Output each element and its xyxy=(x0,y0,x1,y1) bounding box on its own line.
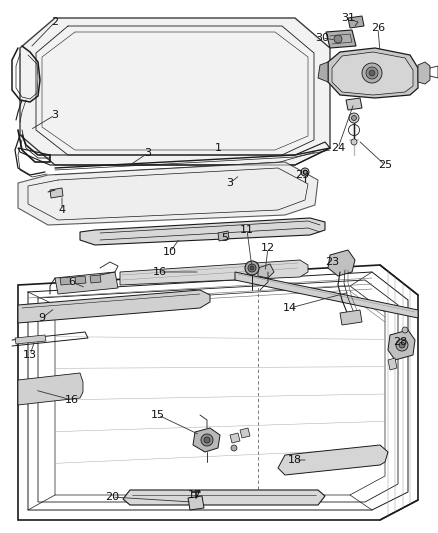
Polygon shape xyxy=(230,433,240,443)
Circle shape xyxy=(248,264,256,272)
Polygon shape xyxy=(193,428,220,452)
Polygon shape xyxy=(388,358,397,370)
Polygon shape xyxy=(278,445,388,475)
Polygon shape xyxy=(120,260,308,285)
Polygon shape xyxy=(75,276,86,284)
Polygon shape xyxy=(346,98,362,110)
Circle shape xyxy=(352,116,357,120)
Polygon shape xyxy=(318,62,328,82)
Circle shape xyxy=(204,437,210,443)
Polygon shape xyxy=(55,272,118,294)
Text: 23: 23 xyxy=(325,257,339,267)
Circle shape xyxy=(366,67,378,79)
Polygon shape xyxy=(18,162,318,225)
Circle shape xyxy=(369,70,375,76)
Text: 9: 9 xyxy=(39,313,46,323)
Text: 26: 26 xyxy=(371,23,385,33)
Text: 14: 14 xyxy=(283,303,297,313)
Text: 20: 20 xyxy=(105,492,119,502)
Polygon shape xyxy=(418,62,430,84)
Text: 15: 15 xyxy=(151,410,165,420)
Polygon shape xyxy=(388,330,415,360)
Text: 4: 4 xyxy=(58,205,66,215)
Text: 11: 11 xyxy=(240,225,254,235)
Text: 16: 16 xyxy=(153,267,167,277)
Text: 30: 30 xyxy=(315,33,329,43)
Text: 6: 6 xyxy=(68,277,75,287)
Polygon shape xyxy=(15,335,46,344)
Text: 16: 16 xyxy=(65,395,79,405)
Circle shape xyxy=(396,339,408,351)
Text: 31: 31 xyxy=(341,13,355,23)
Polygon shape xyxy=(18,373,83,405)
Polygon shape xyxy=(258,264,274,278)
Polygon shape xyxy=(240,428,250,438)
Polygon shape xyxy=(218,231,229,241)
Text: 18: 18 xyxy=(288,455,302,465)
Polygon shape xyxy=(123,490,325,505)
Text: 1: 1 xyxy=(215,143,222,153)
Circle shape xyxy=(303,170,307,174)
Text: 17: 17 xyxy=(188,490,202,500)
Polygon shape xyxy=(80,218,325,245)
Circle shape xyxy=(399,342,405,348)
Text: 28: 28 xyxy=(393,337,407,347)
Polygon shape xyxy=(348,16,364,28)
Circle shape xyxy=(301,168,309,176)
Polygon shape xyxy=(340,310,362,325)
Text: 3: 3 xyxy=(52,110,59,120)
Polygon shape xyxy=(90,275,101,283)
Circle shape xyxy=(201,434,213,446)
Text: 3: 3 xyxy=(226,178,233,188)
Polygon shape xyxy=(18,290,210,323)
Text: 13: 13 xyxy=(23,350,37,360)
Circle shape xyxy=(250,266,254,270)
Polygon shape xyxy=(20,18,330,165)
Text: 24: 24 xyxy=(331,143,345,153)
Polygon shape xyxy=(60,277,71,285)
Text: 10: 10 xyxy=(163,247,177,257)
Polygon shape xyxy=(188,496,204,510)
Circle shape xyxy=(351,139,357,145)
Polygon shape xyxy=(326,30,356,48)
Text: 5: 5 xyxy=(222,233,229,243)
Polygon shape xyxy=(328,48,418,98)
Polygon shape xyxy=(332,52,413,95)
Text: 25: 25 xyxy=(378,160,392,170)
Polygon shape xyxy=(50,188,63,198)
Circle shape xyxy=(402,327,408,333)
Circle shape xyxy=(245,261,259,275)
Text: 29: 29 xyxy=(295,170,309,180)
Circle shape xyxy=(334,35,342,43)
Circle shape xyxy=(231,445,237,451)
Text: 3: 3 xyxy=(145,148,152,158)
Text: 12: 12 xyxy=(261,243,275,253)
Text: 2: 2 xyxy=(51,17,59,27)
Polygon shape xyxy=(328,250,355,276)
Polygon shape xyxy=(235,272,418,318)
Circle shape xyxy=(362,63,382,83)
Circle shape xyxy=(349,113,359,123)
